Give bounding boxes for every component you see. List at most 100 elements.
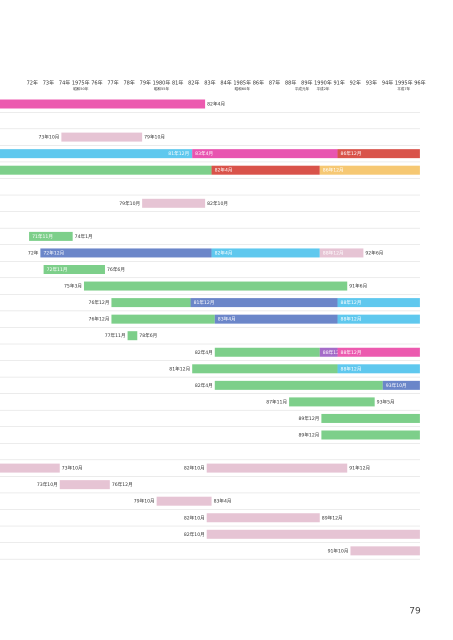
- end-label: 92年6月: [365, 249, 383, 256]
- year-label: 88年: [285, 80, 296, 87]
- timeline-bar: [111, 314, 215, 324]
- start-label: 82年4月: [195, 382, 213, 389]
- bar-label: 83年4月: [218, 316, 236, 323]
- bar-label: 81年12月: [168, 150, 189, 157]
- start-label: 82年10月: [184, 531, 205, 538]
- timeline-bar: [289, 397, 375, 407]
- timeline-bar: [0, 149, 193, 159]
- year-label: 81年: [172, 80, 183, 87]
- start-label: 76年12月: [89, 316, 110, 323]
- year-label: 82年: [188, 80, 199, 87]
- bar-label: 72年11月: [47, 266, 68, 273]
- era-label: 昭和50年: [73, 86, 89, 91]
- timeline-bar: [337, 314, 420, 324]
- start-label: 82年4月: [195, 349, 213, 356]
- end-label: 78年6月: [139, 332, 157, 339]
- year-label: 91年: [333, 80, 344, 87]
- timeline-bar: [319, 165, 420, 175]
- start-label: 89年12月: [298, 415, 319, 422]
- timeline-bar: [59, 480, 110, 490]
- start-label: 82年10月: [184, 465, 205, 472]
- end-label: 73年10月: [62, 465, 83, 472]
- bar-label: 88年12月: [341, 365, 362, 372]
- timeline-bar: [321, 430, 420, 440]
- start-label: 89年12月: [298, 432, 319, 439]
- year-label: 72年: [27, 80, 38, 87]
- end-label: 76年12月: [112, 481, 133, 488]
- start-label: 73年10月: [37, 481, 58, 488]
- timeline-bar: [192, 149, 338, 159]
- timeline-bar: [206, 529, 420, 539]
- year-label: 93年: [366, 80, 377, 87]
- bar-label: 93年10月: [386, 382, 407, 389]
- timeline-bar: [337, 149, 420, 159]
- year-label: 1980年: [153, 80, 171, 87]
- start-label: 87年11月: [266, 398, 287, 405]
- timeline-bar: [29, 231, 73, 241]
- timeline-bar: [214, 380, 383, 390]
- year-label: 1995年: [395, 80, 413, 87]
- start-label: 81年12月: [169, 365, 190, 372]
- end-label: 82年4月: [207, 101, 225, 108]
- timeline-bar: [111, 298, 191, 308]
- bar-label: 81年12月: [194, 299, 215, 306]
- bar-label: 86年12月: [341, 150, 362, 157]
- end-label: 89年12月: [322, 514, 343, 521]
- year-label: 1975年: [72, 80, 90, 87]
- year-label: 86年: [253, 80, 264, 87]
- bar-label: 88年12月: [323, 349, 344, 356]
- timeline-bar: [321, 413, 420, 423]
- timeline-bar: [206, 463, 348, 473]
- timeline-bar: [319, 248, 364, 258]
- era-label: 平成元年: [295, 86, 310, 91]
- year-label: 92年: [350, 80, 361, 87]
- bar-label: 83年4月: [195, 150, 213, 157]
- timeline-bar: [83, 281, 348, 291]
- year-label: 96年: [414, 80, 425, 87]
- end-label: 76年6月: [107, 266, 125, 273]
- timeline-bar: [0, 165, 212, 175]
- start-label: 77年11月: [105, 332, 126, 339]
- timeline-bar: [192, 364, 338, 374]
- end-label: 93年5月: [377, 398, 395, 405]
- timeline-bar: [319, 347, 338, 357]
- end-label: 91年6月: [349, 283, 367, 290]
- bar-label: 72年12月: [43, 249, 64, 256]
- end-label: 82年10月: [207, 200, 228, 207]
- year-label: 79年: [140, 80, 151, 87]
- bar-label: 82年4月: [215, 167, 233, 174]
- bar-label: 82年4月: [215, 249, 233, 256]
- year-label: 89年: [301, 80, 312, 87]
- year-label: 87年: [269, 80, 280, 87]
- bar-label: 88年12月: [341, 316, 362, 323]
- bar-label: 88年12月: [341, 349, 362, 356]
- timeline-bar: [206, 513, 320, 523]
- year-label: 83年: [204, 80, 215, 87]
- year-label: 1985年: [233, 80, 251, 87]
- start-label: 72年: [28, 249, 39, 256]
- year-label: 94年: [382, 80, 393, 87]
- bar-label: 88年12月: [323, 249, 344, 256]
- bar-label: 71年11月: [32, 233, 53, 240]
- timeline-bar: [0, 463, 60, 473]
- era-label: 昭和55年: [154, 86, 170, 91]
- start-label: 75年3月: [64, 283, 82, 290]
- start-label: 76年12月: [89, 299, 110, 306]
- end-label: 83年4月: [214, 498, 232, 505]
- timeline-bar: [337, 364, 420, 374]
- start-label: 91年10月: [328, 547, 349, 554]
- timeline-bar: [0, 99, 206, 109]
- start-label: 79年10月: [134, 498, 155, 505]
- era-label: 平成2年: [316, 86, 329, 91]
- bar-label: 86年12月: [323, 167, 344, 174]
- timeline-bar: [350, 546, 420, 556]
- timeline-bar: [214, 314, 338, 324]
- start-label: 73年10月: [38, 134, 59, 141]
- timeline-bar: [142, 198, 206, 208]
- timeline-bar: [211, 165, 320, 175]
- end-label: 79年10月: [144, 134, 165, 141]
- year-label: 78年: [124, 80, 135, 87]
- year-label: 77年: [107, 80, 118, 87]
- timeline-bar: [156, 496, 212, 506]
